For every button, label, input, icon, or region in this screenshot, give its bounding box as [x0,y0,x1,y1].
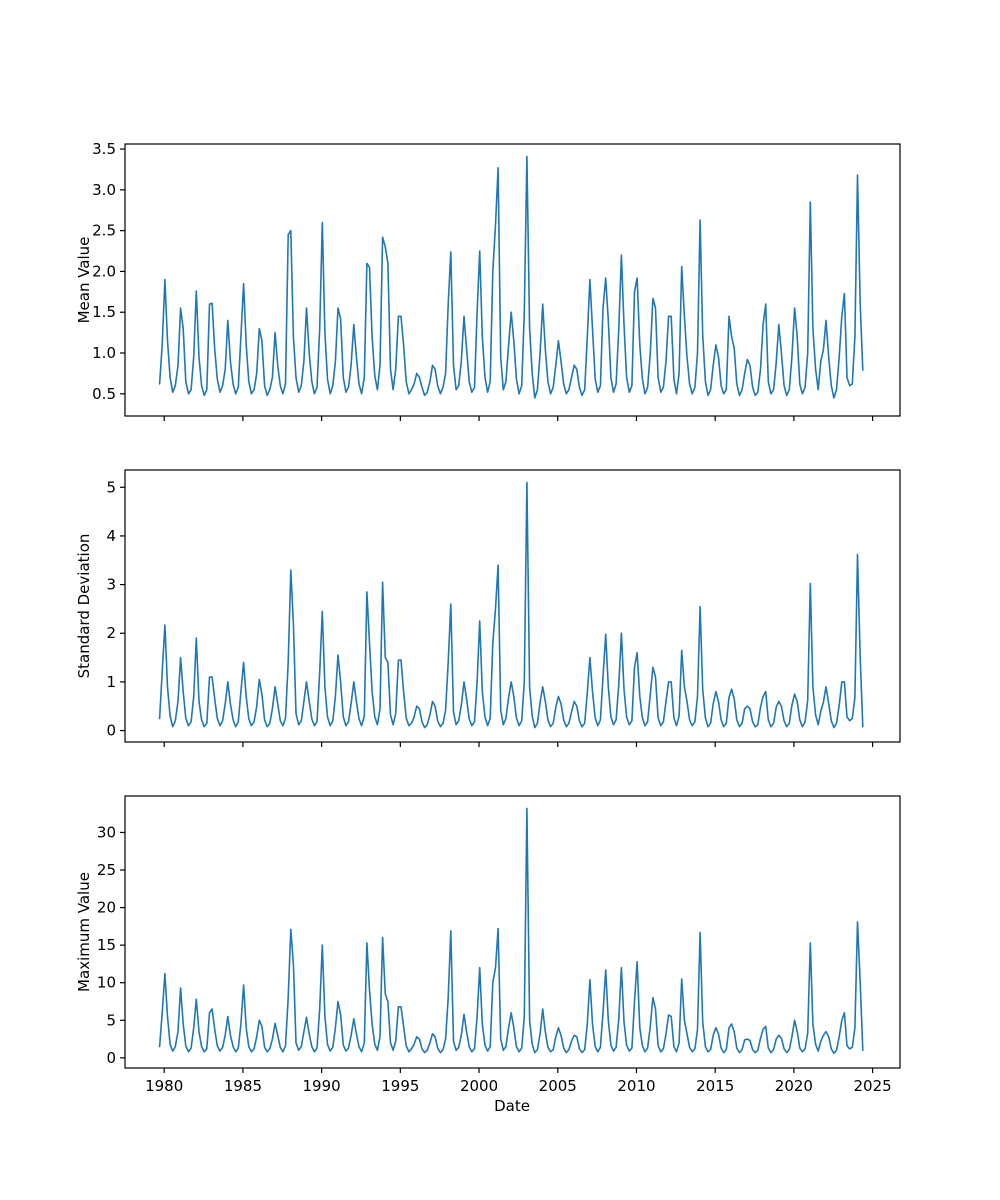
x-tick-label: 2015 [696,1077,734,1095]
y-tick-label: 30 [97,823,116,841]
y-axis-label-maximum-value: Maximum Value [75,872,93,992]
x-tick-label: 1980 [145,1077,183,1095]
x-axis-label-date: Date [494,1097,530,1115]
y-tick-label: 3 [106,576,116,594]
x-tick-label: 2025 [854,1077,892,1095]
line-series [158,481,864,729]
y-tick-label: 10 [97,974,116,992]
line-series [158,155,864,399]
y-tick-label: 3.0 [92,181,116,199]
y-tick-label: 5 [106,1011,116,1029]
y-tick-label: 1.5 [92,303,116,321]
y-tick-label: 20 [97,899,116,917]
y-tick-label: 1.0 [92,344,116,362]
y-tick-label: 25 [97,861,116,879]
x-tick-label: 2005 [539,1077,577,1095]
y-tick-label: 2.5 [92,222,116,240]
y-tick-label: 15 [97,936,116,954]
y-tick-label: 2.0 [92,262,116,280]
x-tick-label: 1990 [303,1077,341,1095]
x-tick-label: 1985 [224,1077,262,1095]
y-tick-label: 3.5 [92,140,116,158]
y-tick-label: 4 [106,527,116,545]
axes-frame [124,143,901,417]
x-tick-label: 2010 [617,1077,655,1095]
x-tick-label: 2000 [460,1077,498,1095]
axes-frame [124,795,901,1069]
y-tick-label: 0.5 [92,385,116,403]
x-tick-label: 2020 [775,1077,813,1095]
y-axis-label-mean-value: Mean Value [75,236,93,324]
x-tick-label: 1995 [381,1077,419,1095]
axes-frame [124,469,901,743]
y-tick-label: 5 [106,478,116,496]
y-tick-label: 0 [106,722,116,740]
y-tick-label: 2 [106,624,116,642]
y-tick-label: 1 [106,673,116,691]
y-tick-label: 0 [106,1049,116,1067]
line-series [158,807,864,1055]
y-axis-label-standard-deviation: Standard Deviation [75,533,93,679]
